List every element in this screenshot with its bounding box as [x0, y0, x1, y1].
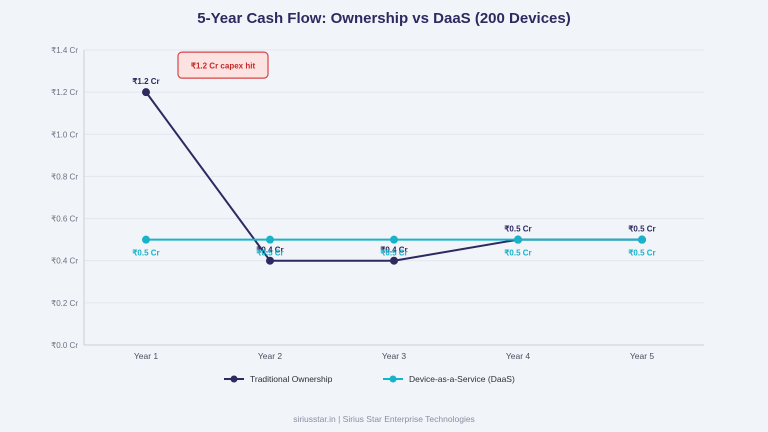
x-tick-label: Year 1: [134, 351, 159, 361]
data-point-ownership: [142, 88, 150, 97]
data-point-daas: [638, 235, 646, 244]
data-label-daas: ₹0.5 Cr: [256, 249, 283, 258]
annotation-box: [177, 51, 269, 79]
data-label-ownership: ₹0.4 Cr: [256, 246, 283, 255]
y-tick-label: ₹0.4 Cr: [51, 257, 78, 266]
data-point-daas: [142, 235, 150, 244]
y-tick-label: ₹1.2 Cr: [51, 88, 78, 97]
data-label-daas: ₹0.5 Cr: [380, 249, 407, 258]
data-label-ownership: ₹0.5 Cr: [504, 225, 531, 234]
x-tick-label: Year 2: [258, 351, 283, 361]
footer-separator: |: [338, 414, 341, 424]
data-label-ownership: ₹1.2 Cr: [132, 77, 159, 86]
legend-marker-ownership: [230, 375, 238, 383]
legend-label-ownership: Traditional Ownership: [250, 374, 333, 384]
y-tick-label: ₹1.0 Cr: [51, 130, 78, 139]
x-tick-label: Year 4: [506, 351, 531, 361]
x-tick-label: Year 5: [630, 351, 655, 361]
legend-marker-daas: [389, 375, 397, 383]
y-tick-label: ₹1.4 Cr: [51, 46, 78, 55]
data-label-daas: ₹0.5 Cr: [132, 249, 159, 258]
data-label-daas: ₹0.5 Cr: [504, 249, 531, 258]
data-point-daas: [514, 235, 522, 244]
data-point-daas: [266, 235, 274, 244]
data-label-daas: ₹0.5 Cr: [628, 249, 655, 258]
annotation-text: ₹1.2 Cr capex hit: [191, 62, 256, 71]
x-tick-label: Year 3: [382, 351, 407, 361]
data-point-ownership: [266, 256, 274, 265]
data-point-ownership: [390, 256, 398, 265]
y-tick-label: ₹0.0 Cr: [51, 341, 78, 350]
data-label-ownership: ₹0.4 Cr: [380, 246, 407, 255]
data-point-daas: [390, 235, 398, 244]
chart-title: 5-Year Cash Flow: Ownership vs DaaS (200…: [197, 10, 571, 27]
footer-company: Sirius Star Enterprise Technologies: [342, 414, 475, 424]
y-tick-label: ₹0.8 Cr: [51, 172, 78, 181]
y-tick-label: ₹0.2 Cr: [51, 299, 78, 308]
legend-label-daas: Device-as-a-Service (DaaS): [409, 374, 515, 384]
footer: siriusstar.in | Sirius Star Enterprise T…: [0, 414, 768, 424]
data-label-ownership: ₹0.5 Cr: [628, 225, 655, 234]
footer-site[interactable]: siriusstar.in: [293, 414, 336, 424]
y-tick-label: ₹0.6 Cr: [51, 215, 78, 224]
